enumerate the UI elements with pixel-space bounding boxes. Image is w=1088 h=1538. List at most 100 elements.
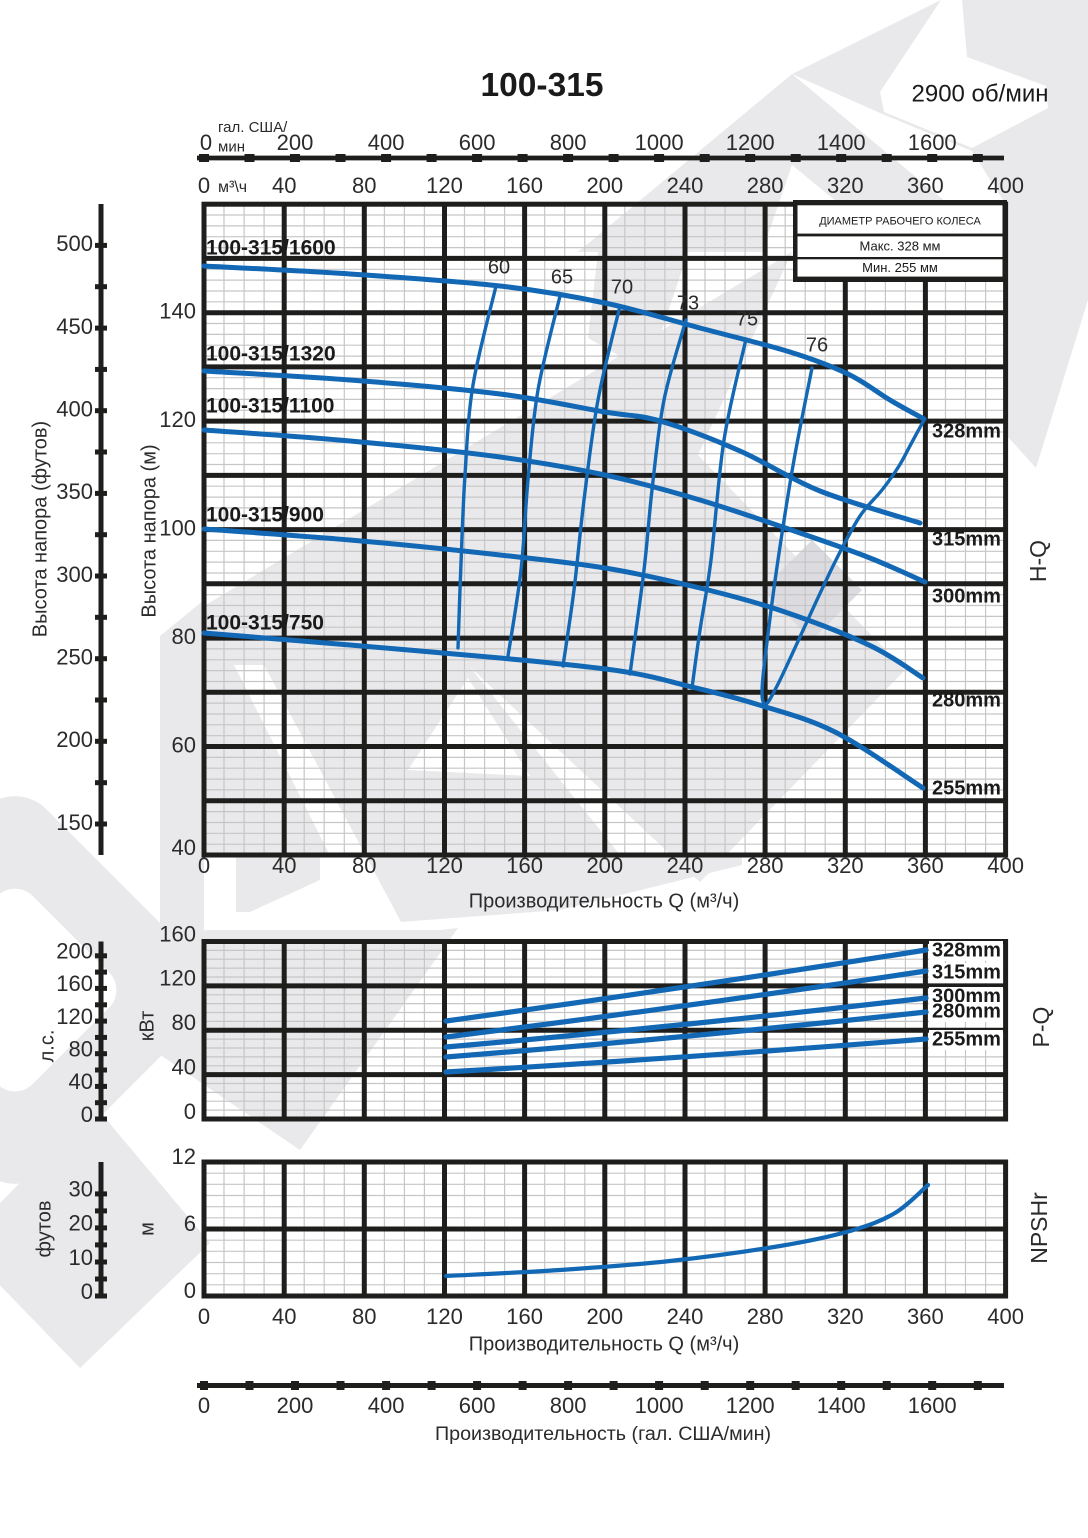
svg-text:200: 200 [277, 1393, 314, 1418]
svg-text:300: 300 [56, 562, 93, 587]
svg-text:200: 200 [56, 727, 93, 752]
svg-text:160: 160 [506, 853, 543, 878]
svg-text:30: 30 [69, 1177, 93, 1202]
svg-text:280: 280 [747, 173, 784, 198]
svg-text:160: 160 [506, 1304, 543, 1329]
svg-text:м³\ч: м³\ч [218, 179, 247, 196]
svg-text:60: 60 [488, 256, 510, 278]
svg-text:328mm: 328mm [932, 939, 1001, 961]
svg-text:2900 об/мин: 2900 об/мин [912, 80, 1049, 107]
svg-text:100-315: 100-315 [481, 67, 604, 104]
svg-text:800: 800 [550, 130, 587, 155]
svg-text:240: 240 [667, 1304, 704, 1329]
svg-text:0: 0 [198, 173, 210, 198]
svg-text:0: 0 [200, 130, 212, 155]
svg-text:1600: 1600 [908, 130, 957, 155]
svg-text:м: м [136, 1222, 158, 1236]
svg-text:255mm: 255mm [932, 777, 1001, 799]
svg-text:400: 400 [368, 1393, 405, 1418]
svg-text:80: 80 [352, 173, 376, 198]
svg-text:Высота напора (м): Высота напора (м) [138, 444, 160, 617]
svg-text:Макс. 328 мм: Макс. 328 мм [860, 238, 941, 253]
svg-text:200: 200 [586, 1304, 623, 1329]
svg-text:150: 150 [56, 810, 93, 835]
svg-text:л.с.: л.с. [36, 1030, 58, 1063]
svg-text:360: 360 [907, 853, 944, 878]
svg-text:1000: 1000 [635, 130, 684, 155]
svg-text:Мин. 255 мм: Мин. 255 мм [862, 260, 938, 275]
svg-text:400: 400 [56, 397, 93, 422]
svg-text:кВт: кВт [136, 1011, 158, 1042]
svg-text:280: 280 [747, 853, 784, 878]
svg-text:1400: 1400 [817, 1393, 866, 1418]
svg-text:360: 360 [907, 1304, 944, 1329]
svg-text:P-Q: P-Q [1028, 1007, 1054, 1048]
svg-text:200: 200 [277, 130, 314, 155]
svg-text:100-315/1100: 100-315/1100 [206, 395, 334, 418]
svg-text:76: 76 [806, 334, 828, 356]
svg-text:200: 200 [56, 939, 93, 964]
svg-text:80: 80 [172, 1010, 196, 1035]
svg-text:200: 200 [586, 173, 623, 198]
svg-text:360: 360 [907, 173, 944, 198]
svg-text:мин: мин [218, 138, 245, 155]
svg-text:600: 600 [459, 1393, 496, 1418]
svg-text:280: 280 [747, 1304, 784, 1329]
svg-text:0: 0 [184, 1099, 196, 1124]
svg-text:73: 73 [677, 292, 699, 314]
svg-text:160: 160 [56, 971, 93, 996]
svg-text:1400: 1400 [817, 130, 866, 155]
svg-text:0: 0 [81, 1102, 93, 1127]
svg-text:120: 120 [426, 173, 463, 198]
svg-text:250: 250 [56, 645, 93, 670]
svg-text:320: 320 [827, 853, 864, 878]
svg-text:Производительность (гал. США/м: Производительность (гал. США/мин) [435, 1423, 771, 1445]
svg-text:0: 0 [198, 853, 210, 878]
svg-text:255mm: 255mm [932, 1028, 1001, 1050]
svg-text:ДИАМЕТР РАБОЧЕГО КОЛЕСА: ДИАМЕТР РАБОЧЕГО КОЛЕСА [819, 215, 981, 227]
svg-text:40: 40 [272, 173, 296, 198]
svg-text:NPSHr: NPSHr [1026, 1192, 1052, 1264]
svg-text:Производительность Q (м³/ч): Производительность Q (м³/ч) [469, 890, 740, 912]
svg-text:1000: 1000 [635, 1393, 684, 1418]
svg-text:100-315/1320: 100-315/1320 [206, 343, 336, 366]
svg-text:0: 0 [81, 1279, 93, 1304]
svg-text:240: 240 [667, 173, 704, 198]
svg-text:120: 120 [426, 853, 463, 878]
svg-text:500: 500 [56, 231, 93, 256]
svg-text:40: 40 [272, 853, 296, 878]
svg-text:1600: 1600 [908, 1393, 957, 1418]
svg-text:футов: футов [33, 1201, 55, 1258]
svg-text:300mm: 300mm [932, 585, 1001, 607]
svg-text:400: 400 [987, 173, 1024, 198]
svg-text:10: 10 [69, 1245, 93, 1270]
svg-text:800: 800 [550, 1393, 587, 1418]
svg-text:320: 320 [827, 173, 864, 198]
svg-text:450: 450 [56, 314, 93, 339]
svg-text:40: 40 [172, 1054, 196, 1079]
svg-text:328mm: 328mm [932, 420, 1001, 442]
svg-text:0: 0 [198, 1304, 210, 1329]
svg-text:100-315/1600: 100-315/1600 [206, 237, 336, 260]
svg-text:H-Q: H-Q [1025, 540, 1051, 582]
svg-text:12: 12 [172, 1144, 196, 1169]
svg-text:75: 75 [736, 308, 758, 330]
svg-text:70: 70 [611, 276, 633, 298]
svg-text:гал. США/: гал. США/ [218, 119, 288, 136]
svg-text:80: 80 [352, 1304, 376, 1329]
svg-text:400: 400 [368, 130, 405, 155]
svg-text:20: 20 [69, 1211, 93, 1236]
svg-text:160: 160 [159, 921, 196, 946]
svg-text:Высота напора (футов): Высота напора (футов) [29, 421, 51, 637]
svg-text:280mm: 280mm [932, 1000, 1001, 1022]
svg-text:80: 80 [172, 624, 196, 649]
svg-text:80: 80 [352, 853, 376, 878]
svg-text:40: 40 [69, 1069, 93, 1094]
svg-text:200: 200 [586, 853, 623, 878]
svg-text:400: 400 [987, 1304, 1024, 1329]
svg-text:120: 120 [159, 407, 196, 432]
svg-text:300mm: 300mm [932, 985, 1001, 1007]
svg-text:65: 65 [551, 266, 573, 288]
svg-text:120: 120 [159, 966, 196, 991]
svg-text:315mm: 315mm [932, 528, 1001, 550]
